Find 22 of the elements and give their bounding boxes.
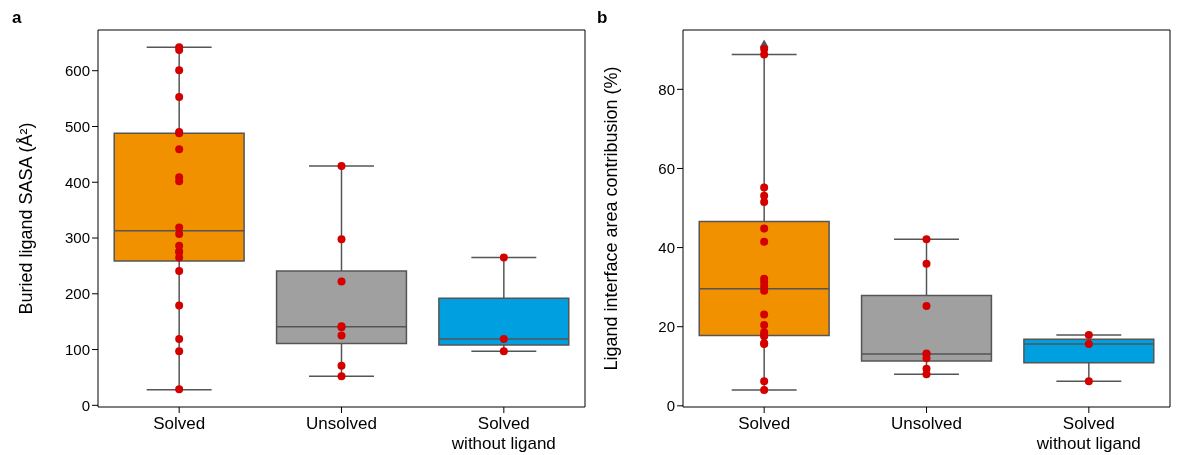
y-tick-label: 600	[64, 62, 90, 80]
x-tick-label: Solved without ligand	[450, 414, 556, 453]
y-tick-label: 80	[658, 80, 675, 98]
x-tick-label: Unsolved	[306, 414, 377, 433]
chart-title: b	[597, 8, 608, 28]
chart-title: a	[12, 8, 22, 28]
y-axis-title: Buried ligand SASA (Å²)	[16, 122, 37, 315]
y-tick-label: 200	[64, 285, 90, 303]
y-tick-label: 300	[64, 229, 90, 247]
x-tick-label: Unsolved	[891, 414, 962, 433]
y-tick-label: 0	[666, 397, 675, 415]
x-tick-label: Solved	[738, 414, 791, 433]
x-tick-label: Solved	[153, 414, 206, 433]
y-tick-label: 40	[658, 238, 675, 256]
y-tick-label: 100	[64, 340, 90, 358]
y-tick-label: 500	[64, 117, 90, 135]
y-axis-title: Ligand interface area contribusion (%)	[601, 66, 622, 371]
y-tick-label: 0	[81, 396, 90, 414]
x-tick-label: Solved without ligand	[1035, 414, 1141, 453]
y-tick-label: 400	[64, 173, 90, 191]
y-tick-label: 60	[658, 159, 675, 177]
y-tick-label: 20	[658, 318, 675, 336]
